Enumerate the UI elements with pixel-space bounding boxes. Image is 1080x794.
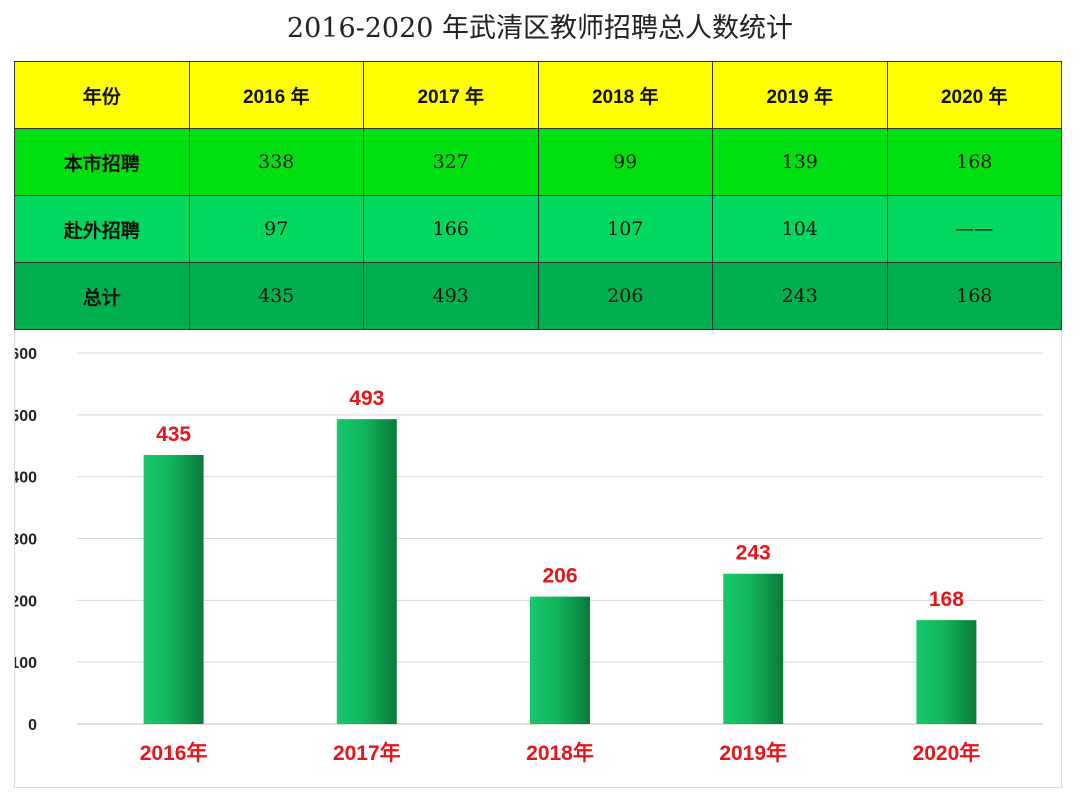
page-title: 2016-2020 年武清区教师招聘总人数统计	[286, 13, 794, 44]
data-label: 493	[349, 387, 384, 410]
table-cell: 107	[537, 195, 713, 263]
data-label: 168	[929, 588, 964, 611]
header-cell: 2017 年	[363, 61, 539, 129]
header-cell: 2018 年	[537, 61, 713, 129]
table-cell: 168	[886, 128, 1062, 196]
header-cell: 2019 年	[712, 61, 888, 129]
table-row-local: 本市招聘 338 327 99 139 168	[14, 128, 1062, 196]
x-tick-label: 2017年	[333, 741, 401, 765]
recruitment-table: 年份 2016 年 2017 年 2018 年 2019 年 2020 年 本市…	[14, 61, 1062, 330]
table-cell: 139	[712, 128, 888, 196]
header-cell: 2020 年	[886, 61, 1062, 129]
table-cell: 435	[188, 262, 364, 330]
bar	[723, 573, 784, 724]
table-cell: 166	[363, 195, 539, 263]
table-cell: ——	[886, 195, 1062, 263]
table-row-total: 总计 435 493 206 243 168	[14, 262, 1062, 330]
data-label: 206	[542, 565, 577, 588]
y-tick-label: 400	[15, 470, 37, 487]
y-tick-label: 500	[15, 408, 37, 425]
x-tick-label: 2020年	[913, 741, 981, 765]
y-tick-label: 0	[28, 717, 37, 734]
x-tick-label: 2019年	[719, 741, 787, 765]
x-tick-label: 2016年	[140, 741, 208, 765]
y-tick-label: 100	[15, 655, 37, 672]
table-cell: 99	[537, 128, 713, 196]
header-cell: 2016 年	[188, 61, 364, 129]
table-cell: 493	[363, 262, 539, 330]
row-label: 赴外招聘	[14, 195, 190, 263]
table-cell: 104	[712, 195, 888, 263]
x-tick-label: 2018年	[526, 741, 594, 765]
table-header-row: 年份 2016 年 2017 年 2018 年 2019 年 2020 年	[14, 61, 1062, 129]
y-tick-label: 200	[15, 593, 37, 610]
bar	[336, 419, 397, 724]
table-cell: 327	[363, 128, 539, 196]
bar-chart: 0 100 200 300 400 500 600 435 2016年 493 2017年 206 20…	[15, 346, 1043, 765]
bar	[530, 596, 590, 724]
table-cell: 206	[537, 262, 713, 330]
table-cell: 243	[712, 262, 888, 330]
header-cell-year: 年份	[14, 61, 190, 129]
y-tick-label: 300	[15, 532, 37, 549]
table-row-outside: 赴外招聘 97 166 107 104 ——	[14, 195, 1062, 263]
y-tick-label: 600	[15, 346, 37, 363]
data-label: 435	[156, 423, 191, 446]
bar	[143, 455, 204, 724]
data-label: 243	[736, 542, 771, 565]
row-label: 总计	[14, 262, 190, 330]
table-cell: 338	[188, 128, 364, 196]
bar	[916, 620, 977, 724]
chart-area: 0 100 200 300 400 500 600 435 2016年 493 2017年 206 20…	[14, 330, 1062, 788]
table-cell: 97	[188, 195, 364, 263]
row-label: 本市招聘	[14, 128, 190, 196]
table-cell: 168	[886, 262, 1062, 330]
